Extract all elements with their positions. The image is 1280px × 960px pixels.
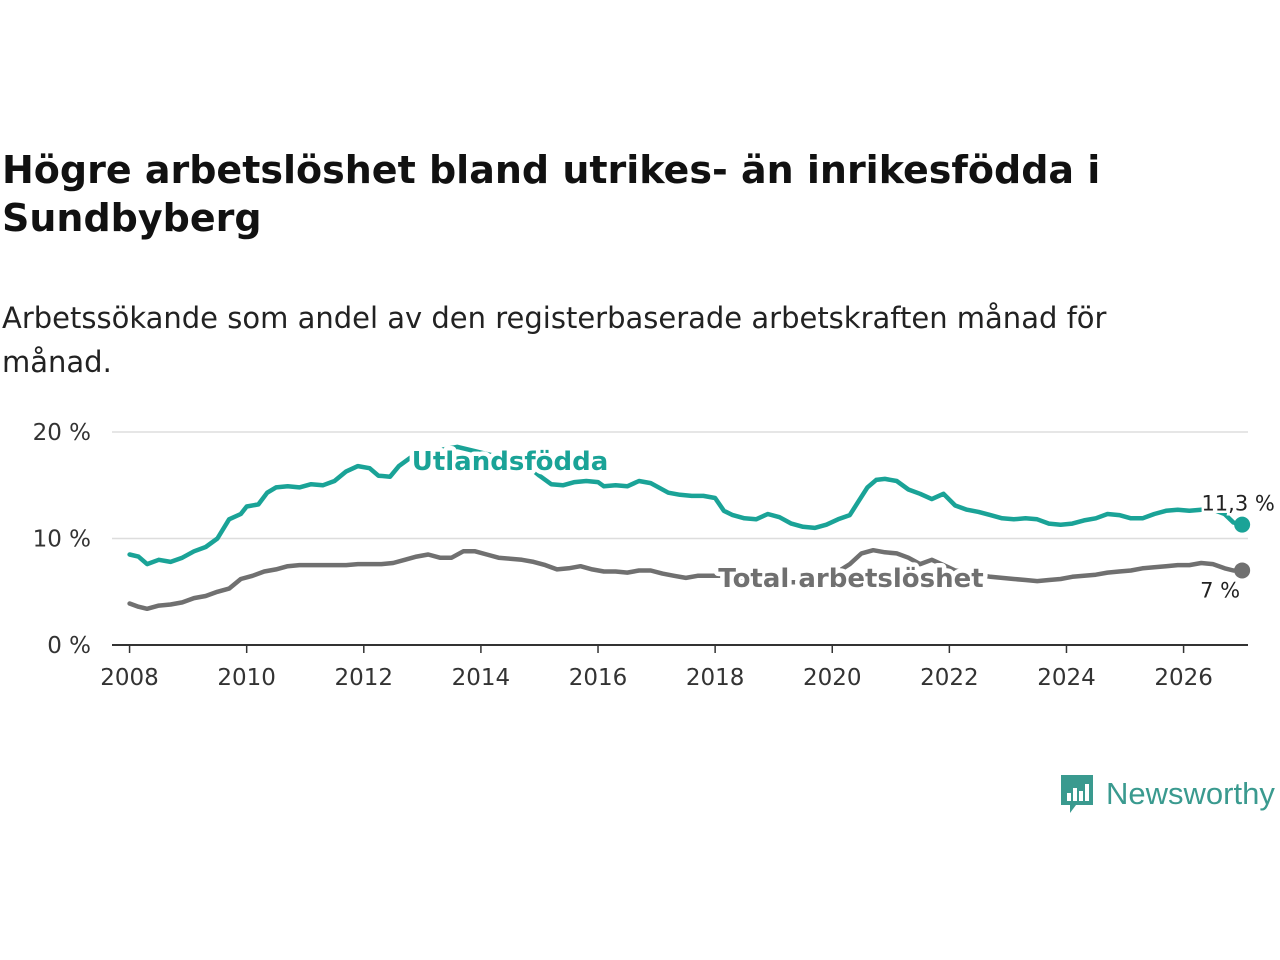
series-endpoint	[1234, 516, 1251, 533]
x-tick-label: 2024	[1037, 665, 1096, 691]
y-tick-label: 0 %	[47, 633, 91, 659]
series-group	[127, 444, 1251, 612]
x-tick-label: 2020	[803, 665, 862, 691]
x-tick-label: 2026	[1154, 665, 1213, 691]
x-tick-label: 2014	[452, 665, 511, 691]
grid: 0 % 10 % 20 %	[33, 420, 1248, 659]
series-line-total	[127, 547, 1245, 612]
chart-subtitle: Arbetssökande som andel av den registerb…	[2, 301, 1107, 379]
series-label-total: Total arbetslöshet	[718, 564, 983, 594]
y-tick-label: 10 %	[33, 527, 91, 553]
end-value-label: 7 %	[1200, 578, 1240, 602]
labels: 11,3 % 7 % Utlandsfödda Total arbetslöshet	[407, 443, 1277, 605]
series-label-utlandsfodda: Utlandsfödda	[412, 447, 609, 477]
y-tick-label: 20 %	[33, 420, 91, 446]
chart-title: Högre arbetslöshet bland utrikes- än inr…	[2, 148, 1101, 240]
brand-name: Newsworthy	[1106, 776, 1275, 811]
newsworthy-logo-icon	[1061, 775, 1093, 813]
x-tick-label: 2018	[686, 665, 745, 691]
x-axis: 2008 2010 2012 2014 2016 2018 2020 2022 2024 2026	[100, 644, 1248, 691]
x-tick-label: 2012	[335, 665, 394, 691]
x-tick-label: 2022	[920, 665, 979, 691]
series-line-utlandsfodda	[127, 444, 1245, 567]
series-endpoint	[1234, 562, 1251, 579]
end-value-label: 11,3 %	[1201, 492, 1274, 516]
x-tick-label: 2016	[569, 665, 628, 691]
x-tick-label: 2008	[100, 665, 159, 691]
newsworthy-brand[interactable]: Newsworthy	[1058, 772, 1275, 816]
x-tick-label: 2010	[217, 665, 276, 691]
